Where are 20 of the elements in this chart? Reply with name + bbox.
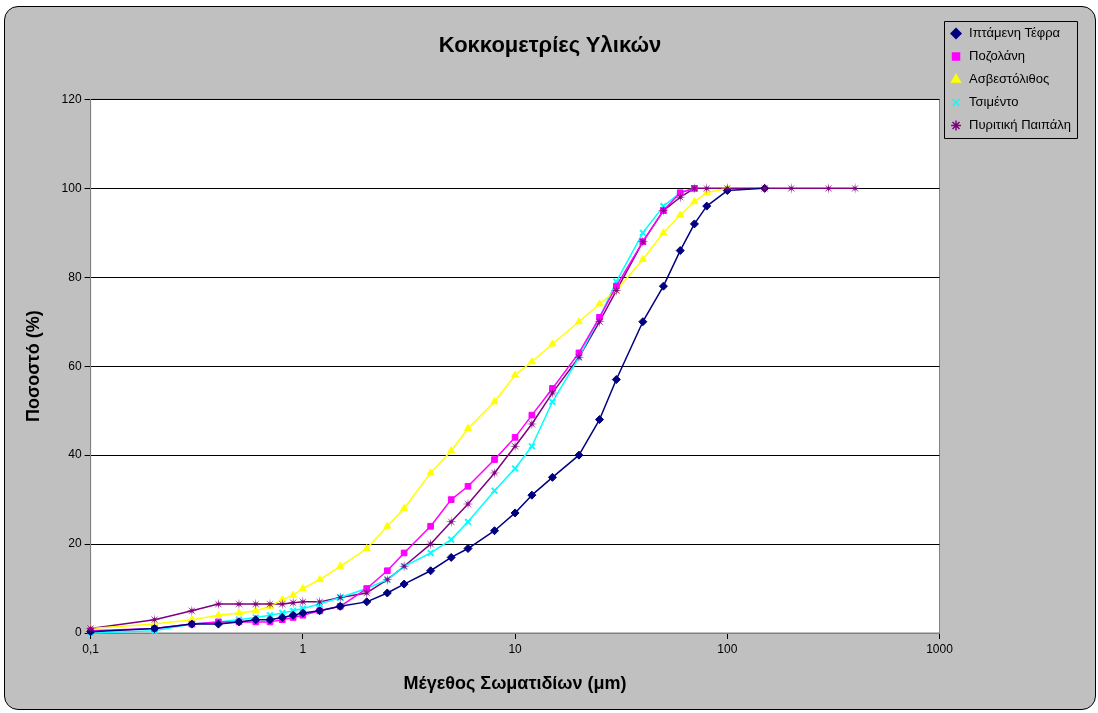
legend-label: Πυριτική Παιπάλη [969, 117, 1071, 133]
x-tick-label: 0,1 [82, 641, 100, 656]
legend-label: Ιπτάμενη Τέφρα [969, 25, 1061, 41]
x-tick-label: 10 [508, 641, 523, 656]
y-axis-title: Ποσοστό (%) [22, 310, 43, 423]
chart-title: Κοκκομετρίες Υλικών [438, 32, 662, 58]
legend-label: Ασβεστόλιθος [969, 71, 1050, 87]
y-tick-label: 0 [74, 625, 82, 640]
y-tick-label: 80 [68, 269, 82, 284]
x-tick-label: 1 [299, 641, 307, 656]
legend-label: Τσιμέντο [969, 94, 1019, 110]
y-tick-label: 100 [61, 180, 82, 195]
y-tick-label: 120 [61, 91, 82, 106]
y-tick-label: 60 [68, 358, 82, 373]
legend-label: Ποζολάνη [969, 48, 1026, 64]
x-tick-label: 1000 [926, 641, 954, 656]
y-tick-label: 40 [68, 447, 82, 462]
y-tick-label: 20 [68, 536, 82, 551]
x-axis-title: Μέγεθος Σωματιδίων (μm) [403, 673, 627, 694]
x-tick-label: 100 [717, 641, 738, 656]
